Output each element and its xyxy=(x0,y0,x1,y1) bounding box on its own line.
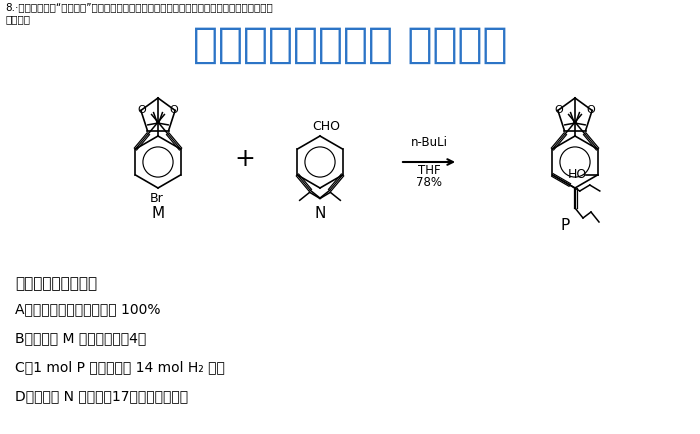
Text: THF: THF xyxy=(418,164,440,177)
Text: Br: Br xyxy=(150,192,164,205)
Text: HO: HO xyxy=(568,168,587,181)
Text: B．化合物 M 的一氯代物有4种: B．化合物 M 的一氯代物有4种 xyxy=(15,331,146,345)
Text: M: M xyxy=(151,206,164,221)
Text: 应如下：: 应如下： xyxy=(5,14,30,24)
Text: O: O xyxy=(554,105,564,115)
Text: 8.·一篇关于合成“纳米小人”的文章成为有机化学史上最受欢迎的文章之一，其中涉及的一个反: 8.·一篇关于合成“纳米小人”的文章成为有机化学史上最受欢迎的文章之一，其中涉及… xyxy=(5,2,273,12)
Text: D．化合物 N 中最多有17个碳原子共平面: D．化合物 N 中最多有17个碳原子共平面 xyxy=(15,389,188,403)
Text: N: N xyxy=(314,206,326,221)
Text: n-BuLi: n-BuLi xyxy=(410,136,447,149)
Text: C．1 mol P 最多可以与 14 mol H₂ 反应: C．1 mol P 最多可以与 14 mol H₂ 反应 xyxy=(15,360,225,374)
Text: 微信公众号关注： 趣找答案: 微信公众号关注： 趣找答案 xyxy=(193,24,508,66)
Text: 78%: 78% xyxy=(416,176,442,189)
Text: P: P xyxy=(561,218,570,233)
Text: CHO: CHO xyxy=(312,120,340,133)
Text: +: + xyxy=(234,147,255,171)
Text: O: O xyxy=(137,105,146,115)
Text: 下列说法中错误的是: 下列说法中错误的是 xyxy=(15,276,97,291)
Text: O: O xyxy=(169,105,178,115)
Text: A．该反应的原子利用率为 100%: A．该反应的原子利用率为 100% xyxy=(15,302,160,316)
Text: O: O xyxy=(587,105,596,115)
